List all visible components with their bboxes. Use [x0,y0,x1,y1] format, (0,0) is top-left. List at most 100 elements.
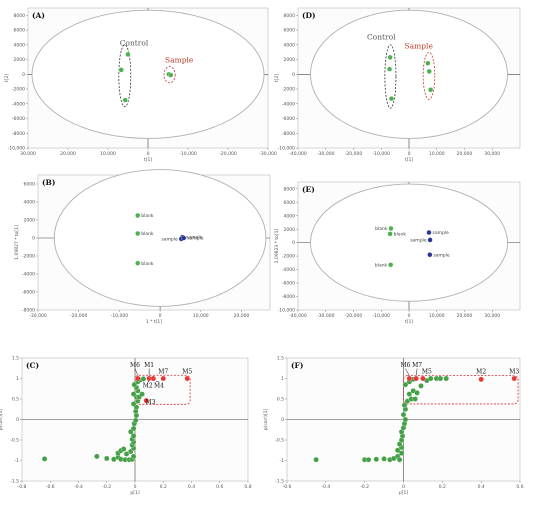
data-point [104,455,110,462]
x-tick-label: -20,000 [345,313,363,319]
y-tick-label: 2000 [284,227,296,233]
data-point [414,390,420,396]
x-tick-label: -40,000 [289,313,307,319]
x-tick-label: 0.2 [439,484,446,490]
annotation-label: M2 [143,383,153,390]
panel-label: (A) [32,11,45,20]
annotation-label: M6 [400,362,410,369]
x-tick-label: 20,000 [234,313,250,319]
data-point [437,375,444,382]
panel-b: -30,000 -20,000 -10,000 0 10,000 20,000 -8000 -… [14,169,271,325]
data-point [400,411,407,418]
x-axis-label: t[1] [405,319,413,325]
x-tick-label: -30,000 [317,151,335,157]
annotation-label: M7 [158,369,168,376]
point-label: sample [433,252,450,258]
x-tick-label: 0.4 [478,484,485,490]
x-tick-label: 10,000 [100,151,116,157]
data-point [94,453,100,460]
data-point [123,451,130,457]
panel-c: -0.8 -0.6 -0.4 -0.2 0 0.2 0.4 0.6 0.8 -1.5 -1 -0.5 0… [0,356,252,496]
data-point [398,450,405,456]
y-tick-label: 1 [16,376,19,382]
annotation-arrow [134,368,139,376]
x-tick-label: 0.6 [516,484,523,490]
data-point [478,376,484,383]
panel-label: (B) [42,178,55,187]
data-point [365,456,372,463]
x-tick-label: -0.4 [321,484,330,490]
data-point [122,97,128,103]
annotation-label: M3 [509,369,519,376]
data-point [396,456,403,463]
x-tick-label: 0 [402,484,405,490]
x-tick-label: -10,000 [373,313,391,319]
point-label: blank [375,262,388,268]
y-tick-label: 8000 [14,13,26,19]
x-tick-label: -30,000 [29,313,47,319]
y-tick-label: 0.5 [12,397,19,403]
data-point [387,54,393,60]
group-ring [118,44,132,108]
x-tick-label: 30,000 [484,313,500,319]
confidence-ellipse [310,183,508,302]
point-label: blank [394,231,407,237]
x-tick-label: -0.8 [18,484,27,490]
data-point [373,456,380,463]
x-tick-label: 0 [134,484,137,490]
x-tick-label: -20,000 [345,151,363,157]
data-point [118,67,124,73]
confidence-ellipse [310,9,508,139]
y-axis-label: t[2] [274,74,280,82]
x-axis-label: 1 * t[1] [146,319,162,325]
y-axis-label: 1.09827 * to[1] [14,225,20,260]
confidence-ellipse [31,9,265,139]
data-point [418,383,424,389]
x-tick-label: -0.2 [360,484,369,490]
y-tick-label: 8000 [284,13,296,19]
y-tick-label: -8000 [282,294,295,300]
panel-e: -40,000 -30,000 -20,000 -10,000 0 10,000 20,00… [274,181,521,325]
data-point [425,60,431,66]
data-point [388,262,394,268]
data-point [130,391,137,397]
annotation-arrow [415,368,418,376]
annotation-label: M6 [130,362,140,369]
data-point [140,376,147,382]
y-tick-label: -4000 [282,101,295,107]
y-tick-label: -6000 [282,116,295,122]
point-label: sample [186,235,203,241]
y-tick-label: 2000 [284,57,296,63]
y-tick-label: 4000 [14,42,26,48]
x-tick-label: 10,000 [429,313,445,319]
data-point [427,252,433,258]
x-tick-label: -10,000 [179,151,197,157]
point-label: blank [375,226,388,232]
y-tick-label: -8000 [282,131,295,137]
y-tick-label: 1.5 [277,356,284,362]
y-tick-label: -0.5 [10,438,19,444]
y-tick-label: 0 [22,72,25,78]
y-tick-label: 4000 [284,42,296,48]
data-point [135,375,141,382]
data-point [184,375,191,382]
y-tick-label: 0 [16,417,19,423]
y-tick-label: 6000 [284,28,296,34]
y-tick-label: 4000 [24,200,36,206]
data-point [402,416,409,423]
y-tick-label: -6000 [12,116,25,122]
x-tick-label: 30,000 [20,151,36,157]
y-tick-label: -4000 [22,272,35,278]
y-tick-label: -8000 [12,131,25,137]
y-tick-label: 6000 [24,182,36,188]
data-point [125,51,131,57]
group-ring [163,66,176,84]
data-point [387,231,393,237]
y-tick-label: -6000 [22,290,35,296]
y-tick-label: 0 [32,236,35,242]
x-tick-label: -10,000 [373,151,391,157]
y-tick-label: -4000 [12,101,25,107]
panel-d: -40,000 -30,000 -20,000 -10,000 0 10,000 20,00… [274,7,521,163]
data-point [406,391,413,397]
